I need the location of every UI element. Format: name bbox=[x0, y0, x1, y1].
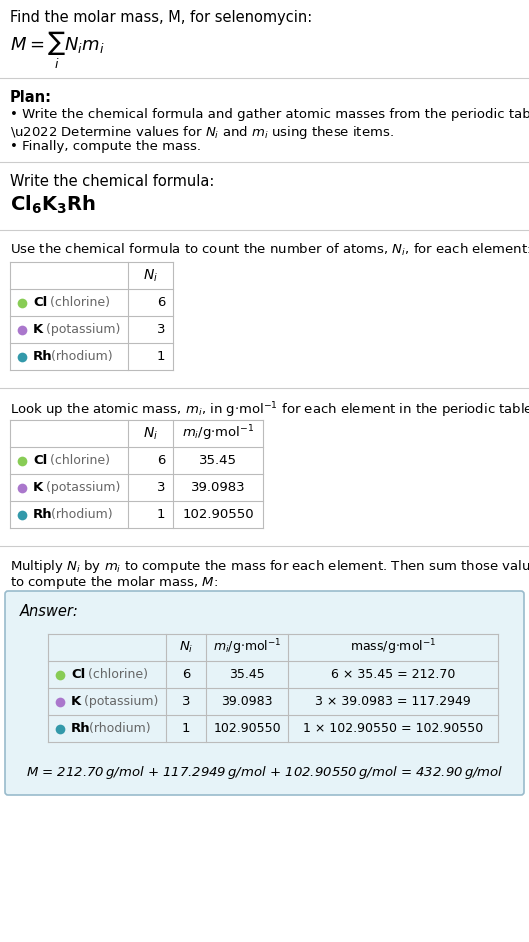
Text: K: K bbox=[71, 695, 81, 708]
Text: (rhodium): (rhodium) bbox=[47, 350, 113, 363]
Text: 35.45: 35.45 bbox=[229, 668, 265, 681]
Text: (chlorine): (chlorine) bbox=[46, 454, 110, 467]
Text: (potassium): (potassium) bbox=[42, 481, 121, 494]
Text: 6: 6 bbox=[157, 296, 165, 309]
Text: K: K bbox=[33, 323, 43, 336]
Text: Look up the atomic mass, $m_i$, in g$\cdot$mol$^{-1}$ for each element in the pe: Look up the atomic mass, $m_i$, in g$\cd… bbox=[10, 400, 529, 419]
Text: Rh: Rh bbox=[71, 722, 90, 735]
Text: $M = \sum_i N_i m_i$: $M = \sum_i N_i m_i$ bbox=[10, 30, 104, 72]
Text: Multiply $N_i$ by $m_i$ to compute the mass for each element. Then sum those val: Multiply $N_i$ by $m_i$ to compute the m… bbox=[10, 558, 529, 575]
Text: 1: 1 bbox=[157, 508, 165, 521]
Text: Cl: Cl bbox=[71, 668, 85, 681]
Text: to compute the molar mass, $M$:: to compute the molar mass, $M$: bbox=[10, 574, 218, 591]
Text: • Write the chemical formula and gather atomic masses from the periodic table.: • Write the chemical formula and gather … bbox=[10, 108, 529, 121]
Text: 35.45: 35.45 bbox=[199, 454, 237, 467]
Text: 6 × 35.45 = 212.70: 6 × 35.45 = 212.70 bbox=[331, 668, 455, 681]
Text: 39.0983: 39.0983 bbox=[221, 695, 273, 708]
Text: 3: 3 bbox=[182, 695, 190, 708]
Text: (potassium): (potassium) bbox=[42, 323, 121, 336]
Text: 3 × 39.0983 = 117.2949: 3 × 39.0983 = 117.2949 bbox=[315, 695, 471, 708]
Text: 6: 6 bbox=[157, 454, 165, 467]
Text: $m_i$/g$\cdot$mol$^{-1}$: $m_i$/g$\cdot$mol$^{-1}$ bbox=[213, 638, 281, 658]
Text: Write the chemical formula:: Write the chemical formula: bbox=[10, 174, 214, 189]
Text: 1: 1 bbox=[157, 350, 165, 363]
FancyBboxPatch shape bbox=[5, 591, 524, 795]
Text: Cl: Cl bbox=[33, 454, 47, 467]
Text: 102.90550: 102.90550 bbox=[182, 508, 254, 521]
Text: (rhodium): (rhodium) bbox=[47, 508, 113, 521]
Text: $m_i$/g$\cdot$mol$^{-1}$: $m_i$/g$\cdot$mol$^{-1}$ bbox=[182, 424, 254, 444]
Text: Use the chemical formula to count the number of atoms, $N_i$, for each element:: Use the chemical formula to count the nu… bbox=[10, 242, 529, 258]
Text: Answer:: Answer: bbox=[20, 604, 79, 619]
Text: $\mathbf{Cl_6K_3Rh}$: $\mathbf{Cl_6K_3Rh}$ bbox=[10, 194, 96, 217]
Text: 102.90550: 102.90550 bbox=[213, 722, 281, 735]
Text: Plan:: Plan: bbox=[10, 90, 52, 105]
Text: 1 × 102.90550 = 102.90550: 1 × 102.90550 = 102.90550 bbox=[303, 722, 483, 735]
Text: (chlorine): (chlorine) bbox=[84, 668, 148, 681]
Text: Rh: Rh bbox=[33, 508, 52, 521]
Text: 3: 3 bbox=[157, 481, 165, 494]
Text: $N_i$: $N_i$ bbox=[143, 268, 158, 284]
Text: 6: 6 bbox=[182, 668, 190, 681]
Text: (rhodium): (rhodium) bbox=[85, 722, 151, 735]
Text: \u2022 Determine values for $N_i$ and $m_i$ using these items.: \u2022 Determine values for $N_i$ and $m… bbox=[10, 124, 394, 141]
Text: • Finally, compute the mass.: • Finally, compute the mass. bbox=[10, 140, 201, 153]
Text: $N_i$: $N_i$ bbox=[179, 640, 193, 655]
Text: $M$ = 212.70$\,$g/mol + 117.2949$\,$g/mol + 102.90550$\,$g/mol = 432.90$\,$g/mol: $M$ = 212.70$\,$g/mol + 117.2949$\,$g/mo… bbox=[26, 764, 503, 781]
Text: 1: 1 bbox=[182, 722, 190, 735]
Text: 39.0983: 39.0983 bbox=[190, 481, 245, 494]
Text: 3: 3 bbox=[157, 323, 165, 336]
Text: (chlorine): (chlorine) bbox=[46, 296, 110, 309]
Text: mass/g$\cdot$mol$^{-1}$: mass/g$\cdot$mol$^{-1}$ bbox=[350, 638, 436, 658]
Text: Cl: Cl bbox=[33, 296, 47, 309]
Text: K: K bbox=[33, 481, 43, 494]
Text: $N_i$: $N_i$ bbox=[143, 425, 158, 442]
Text: (potassium): (potassium) bbox=[80, 695, 158, 708]
Text: Find the molar mass, M, for selenomycin:: Find the molar mass, M, for selenomycin: bbox=[10, 10, 312, 25]
Text: Rh: Rh bbox=[33, 350, 52, 363]
